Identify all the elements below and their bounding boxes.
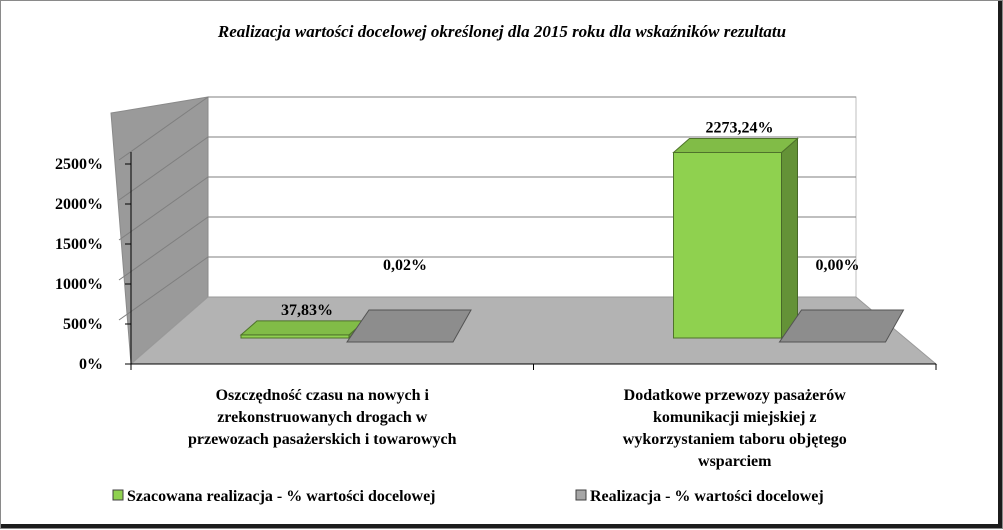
gridline-side <box>118 96 209 161</box>
category-label-line: Oszczędność czasu na nowych i <box>216 387 430 404</box>
bar-front <box>673 152 782 339</box>
gridline-side <box>118 136 209 201</box>
gridline-side <box>118 176 209 241</box>
category-label-line: wykorzystaniem taboru objętego <box>623 431 847 448</box>
legend-swatch <box>112 489 124 501</box>
gridline-side <box>118 216 209 281</box>
category-label-line: komunikacji miejskiej z <box>653 409 817 426</box>
data-label: 2273,24% <box>706 120 774 137</box>
bars <box>239 137 905 343</box>
legend-swatch <box>575 489 587 501</box>
data-label: 37,83% <box>281 302 333 319</box>
y-tick-label: 500% <box>63 316 103 333</box>
bar-top <box>672 138 799 154</box>
category-label-line: przewozach pasażerskich i towarowych <box>188 431 457 448</box>
bar <box>239 319 367 340</box>
y-tick-label: 2000% <box>55 196 103 213</box>
y-tick-label: 1000% <box>55 276 103 293</box>
gridline-side <box>118 256 209 321</box>
bar-flat <box>778 309 905 343</box>
bar <box>346 309 472 343</box>
bar-flat <box>346 309 472 343</box>
category-label-line: zrekonstruowanych drogach w <box>217 409 428 426</box>
bar-side <box>781 137 798 340</box>
bar <box>778 309 905 343</box>
legend-label: Realizacja - % wartości docelowej <box>590 488 824 505</box>
bar <box>672 137 799 340</box>
bar-top <box>239 320 367 336</box>
data-labels: 37,83% 0,02% 2273,24% 0,00% <box>281 120 860 319</box>
data-label: 0,00% <box>816 257 860 274</box>
category-label-line: wsparciem <box>698 453 772 470</box>
category-label: Dodatkowe przewozy pasażerów komunikacji … <box>623 387 847 470</box>
category-label: Oszczędność czasu na nowych i zrekonstruo… <box>188 387 457 448</box>
legend: Szacowana realizacja - % wartości docelo… <box>112 488 824 505</box>
y-axis: 0% 500% 1000% 1500% 2000% 2500% <box>55 152 937 373</box>
legend-label: Szacowana realizacja - % wartości docelo… <box>127 488 436 505</box>
x-axis-categories: Oszczędność czasu na nowych i zrekonstruo… <box>188 387 847 470</box>
chart-title: Realizacja wartości docelowej określonej… <box>217 22 786 41</box>
category-label-line: Dodatkowe przewozy pasażerów <box>624 387 847 404</box>
y-tick-label: 1500% <box>55 236 103 253</box>
y-tick-label: 2500% <box>55 156 103 173</box>
y-tick-label: 0% <box>79 356 103 373</box>
data-label: 0,02% <box>383 257 427 274</box>
